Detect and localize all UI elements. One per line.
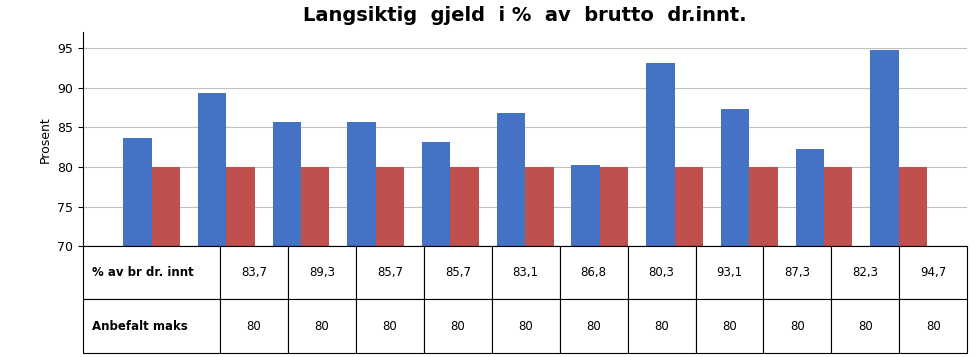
Text: 80,3: 80,3 (649, 266, 674, 280)
Bar (491, 246, 560, 300)
Text: 80: 80 (926, 320, 941, 332)
Text: 82,3: 82,3 (852, 266, 878, 280)
Text: 80: 80 (655, 320, 669, 332)
Bar (646, 63, 674, 357)
Bar (831, 300, 899, 353)
Bar (220, 300, 288, 353)
Text: 83,1: 83,1 (513, 266, 538, 280)
Bar (899, 246, 967, 300)
Bar (123, 138, 151, 357)
Bar (572, 165, 600, 357)
Bar (871, 50, 899, 357)
Bar (560, 300, 627, 353)
Bar (288, 300, 356, 353)
Bar (83, 300, 220, 353)
Bar (721, 109, 749, 357)
Bar (831, 246, 899, 300)
Y-axis label: Prosent: Prosent (39, 116, 52, 162)
Bar (627, 300, 696, 353)
Text: 86,8: 86,8 (580, 266, 607, 280)
Bar (422, 142, 450, 357)
Bar (356, 246, 424, 300)
Bar (273, 122, 301, 357)
Text: 80: 80 (586, 320, 601, 332)
Bar (83, 246, 220, 300)
Bar (696, 300, 763, 353)
Text: Anbefalt maks: Anbefalt maks (92, 320, 188, 332)
Text: 80: 80 (858, 320, 872, 332)
Bar (749, 167, 778, 357)
Bar (763, 246, 831, 300)
Bar (376, 167, 404, 357)
Text: 80: 80 (519, 320, 533, 332)
Text: % av br dr. innt: % av br dr. innt (92, 266, 193, 280)
Bar (600, 167, 628, 357)
Text: 80: 80 (450, 320, 465, 332)
Bar (795, 149, 824, 357)
Bar (220, 246, 288, 300)
Bar (899, 167, 927, 357)
Bar (526, 167, 554, 357)
Bar (198, 93, 227, 357)
Bar (696, 246, 763, 300)
Bar (450, 167, 479, 357)
Text: 83,7: 83,7 (241, 266, 267, 280)
Bar (348, 122, 376, 357)
Bar (491, 300, 560, 353)
Bar (763, 300, 831, 353)
Bar (627, 246, 696, 300)
Text: 80: 80 (383, 320, 398, 332)
Bar (424, 300, 491, 353)
Text: 80: 80 (246, 320, 262, 332)
Text: 85,7: 85,7 (445, 266, 471, 280)
Bar (899, 300, 967, 353)
Text: 85,7: 85,7 (377, 266, 403, 280)
Text: 94,7: 94,7 (920, 266, 947, 280)
Text: 80: 80 (722, 320, 737, 332)
Bar (288, 246, 356, 300)
Text: 80: 80 (315, 320, 329, 332)
Text: 80: 80 (790, 320, 805, 332)
Bar (560, 246, 627, 300)
Bar (674, 167, 702, 357)
Title: Langsiktig  gjeld  i %  av  brutto  dr.innt.: Langsiktig gjeld i % av brutto dr.innt. (303, 6, 747, 25)
Text: 87,3: 87,3 (785, 266, 811, 280)
Bar (824, 167, 852, 357)
Bar (356, 300, 424, 353)
Text: 89,3: 89,3 (309, 266, 335, 280)
Bar (301, 167, 329, 357)
Bar (227, 167, 255, 357)
Bar (424, 246, 491, 300)
Bar (496, 113, 526, 357)
Text: 93,1: 93,1 (716, 266, 743, 280)
Bar (151, 167, 180, 357)
